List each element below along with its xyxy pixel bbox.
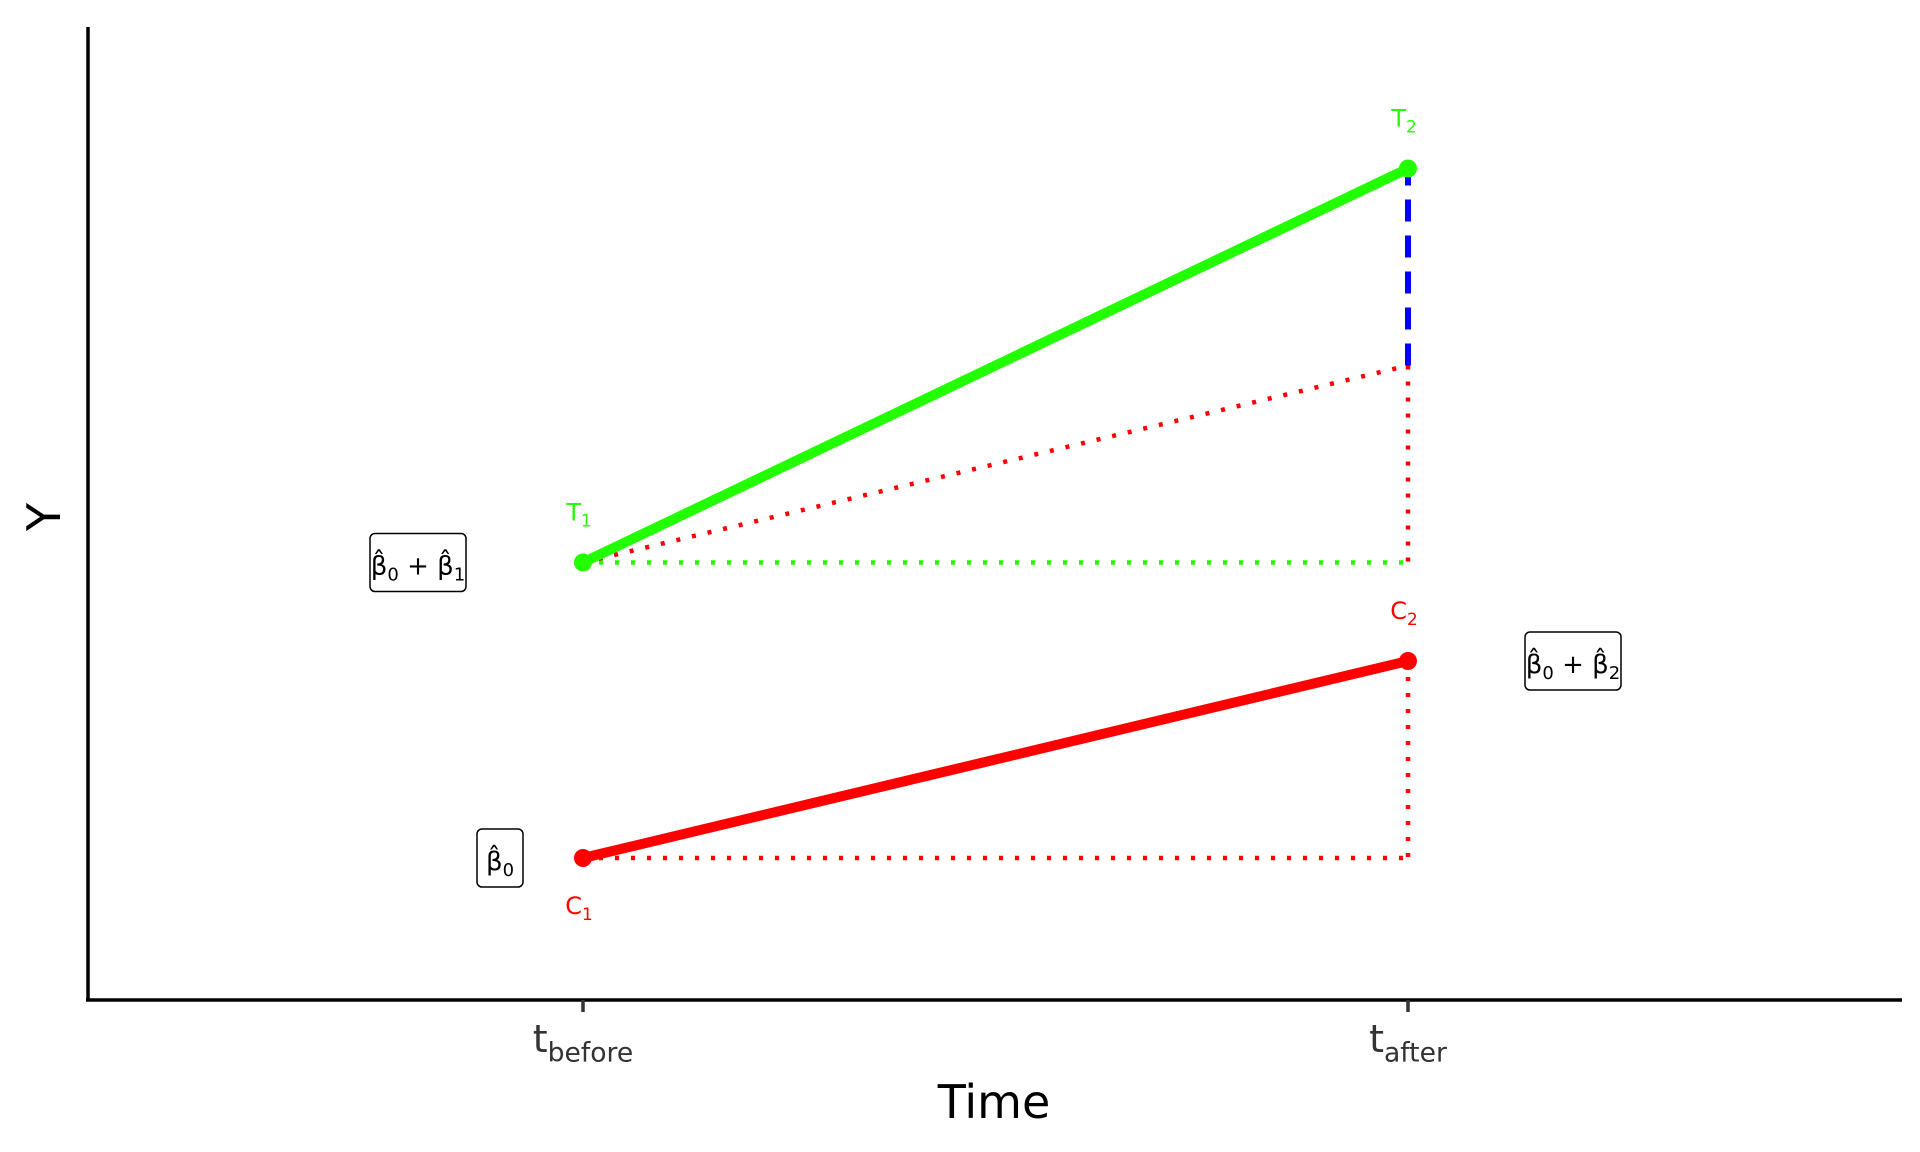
x-tick-label: tbefore	[533, 1017, 634, 1069]
treatment-point	[574, 553, 592, 572]
counterfactual-line	[582, 363, 1409, 565]
control-point-label: C2	[1390, 597, 1417, 629]
control-line	[578, 656, 1413, 863]
treatment-point	[1399, 159, 1417, 178]
annotation-label: β̂0 + β̂2	[1526, 646, 1620, 684]
annotation-box	[369, 532, 467, 593]
annotation-box	[476, 828, 524, 888]
treatment-line	[578, 163, 1413, 568]
control-point	[574, 849, 592, 867]
x-axis-title: Time	[937, 1075, 1051, 1129]
annotation-label: β̂0 + β̂1	[371, 548, 465, 586]
x-tick-label: tafter	[1369, 1017, 1447, 1069]
y-axis-title: Y	[17, 502, 71, 532]
annotation-box	[1524, 631, 1622, 691]
treatment-point-label: T2	[1390, 105, 1416, 137]
control-point	[1399, 652, 1417, 670]
annotation-label: β̂0	[486, 843, 514, 881]
treatment-point-label: T1	[565, 499, 591, 531]
control-point-label: C1	[565, 892, 592, 924]
